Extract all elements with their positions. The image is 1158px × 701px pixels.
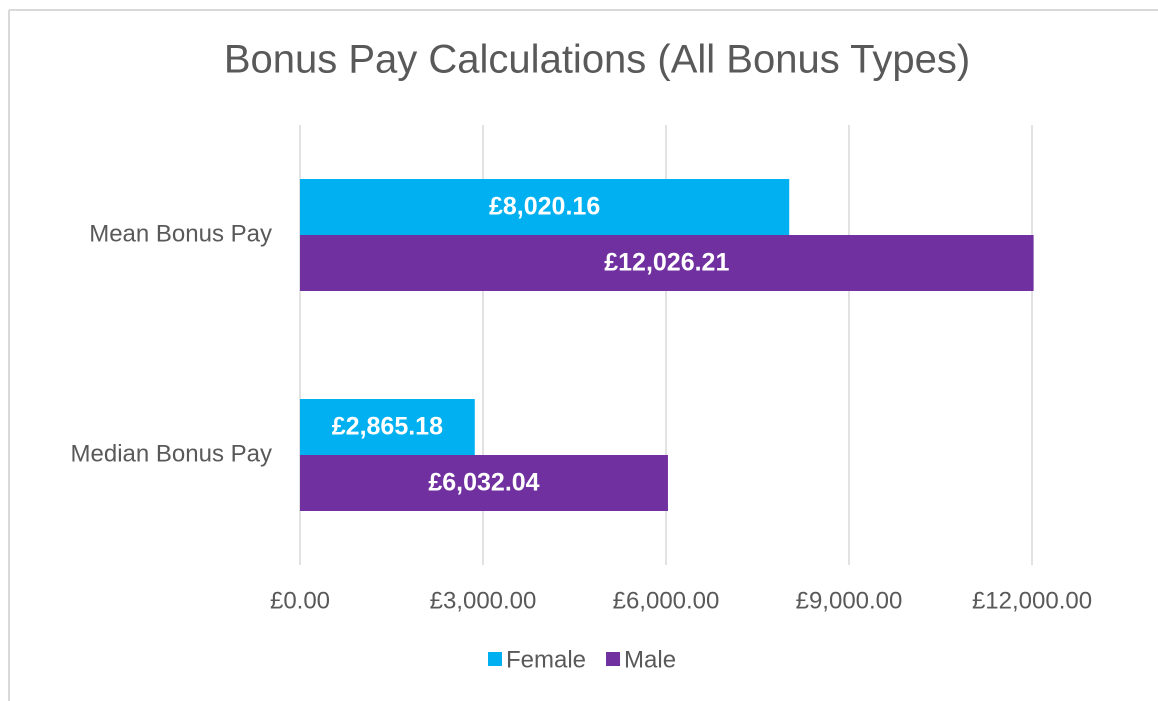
x-tick-label: £3,000.00 bbox=[430, 587, 537, 614]
value-label: £2,865.18 bbox=[332, 413, 443, 441]
bar bbox=[300, 455, 668, 511]
legend-label: Male bbox=[624, 646, 676, 673]
bar bbox=[300, 399, 475, 455]
x-tick-label: £0.00 bbox=[270, 587, 330, 614]
value-label: £6,032.04 bbox=[428, 469, 539, 497]
category-label: Median Bonus Pay bbox=[71, 440, 272, 467]
value-label: £12,026.21 bbox=[604, 249, 729, 277]
legend-swatch bbox=[606, 652, 621, 666]
chart-title: Bonus Pay Calculations (All Bonus Types) bbox=[224, 38, 970, 82]
legend-swatch bbox=[488, 652, 502, 666]
value-label: £8,020.16 bbox=[489, 193, 600, 221]
category-label: Mean Bonus Pay bbox=[89, 220, 272, 247]
legend-label: Female bbox=[506, 646, 586, 673]
x-tick-label: £12,000.00 bbox=[972, 587, 1092, 614]
x-tick-label: £9,000.00 bbox=[796, 587, 903, 614]
bar bbox=[300, 179, 790, 235]
bar bbox=[300, 235, 1034, 291]
x-tick-label: £6,000.00 bbox=[613, 587, 720, 614]
